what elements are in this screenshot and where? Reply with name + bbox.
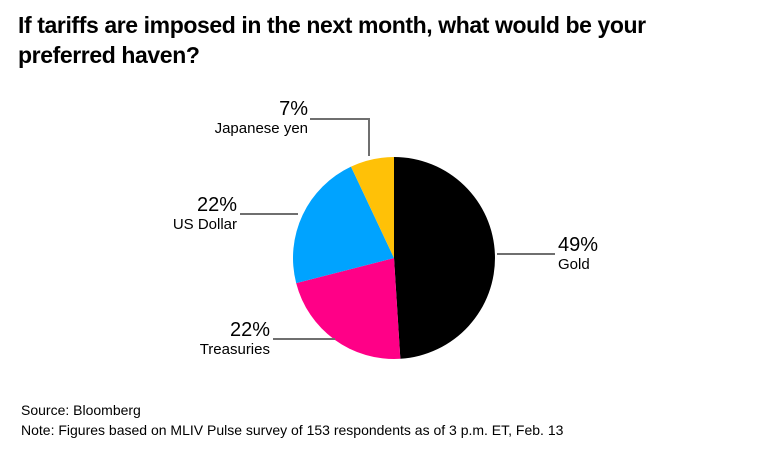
callout-japanese-yen: 7% Japanese yen bbox=[138, 99, 308, 138]
leader-line-japanese-yen-vertical bbox=[368, 118, 370, 156]
pie-chart-wrap bbox=[292, 157, 495, 359]
pie-slice-us-dollar bbox=[292, 166, 394, 284]
pie-slice-gold bbox=[394, 157, 495, 359]
callout-treasuries-label: Treasuries bbox=[199, 341, 270, 358]
callout-gold: 49% Gold bbox=[558, 235, 708, 274]
chart-title: If tariffs are imposed in the next month… bbox=[18, 12, 646, 68]
note-text: Note: Figures based on MLIV Pulse survey… bbox=[21, 422, 564, 438]
pie-chart bbox=[292, 157, 495, 359]
leader-line-us-dollar bbox=[240, 213, 298, 215]
callout-gold-label: Gold bbox=[558, 256, 590, 273]
pie-slice-treasuries bbox=[296, 258, 401, 359]
leader-line-japanese-yen-horizontal bbox=[310, 118, 370, 120]
callout-japanese-yen-pct: 7% bbox=[279, 98, 308, 120]
pie-slice-japanese-yen bbox=[351, 157, 394, 258]
callout-treasuries-pct: 22% bbox=[229, 319, 270, 341]
callout-gold-pct: 49% bbox=[558, 234, 599, 256]
callout-us-dollar-pct: 22% bbox=[196, 194, 237, 216]
leader-line-treasuries bbox=[273, 338, 335, 340]
chart-footer: Source: Bloomberg Note: Figures based on… bbox=[21, 400, 563, 440]
leader-line-gold bbox=[497, 253, 555, 255]
source-text: Source: Bloomberg bbox=[21, 402, 141, 418]
callout-us-dollar: 22% US Dollar bbox=[67, 195, 237, 234]
callout-japanese-yen-label: Japanese yen bbox=[214, 120, 308, 137]
callout-us-dollar-label: US Dollar bbox=[172, 216, 237, 233]
callout-treasuries: 22% Treasuries bbox=[100, 320, 270, 359]
